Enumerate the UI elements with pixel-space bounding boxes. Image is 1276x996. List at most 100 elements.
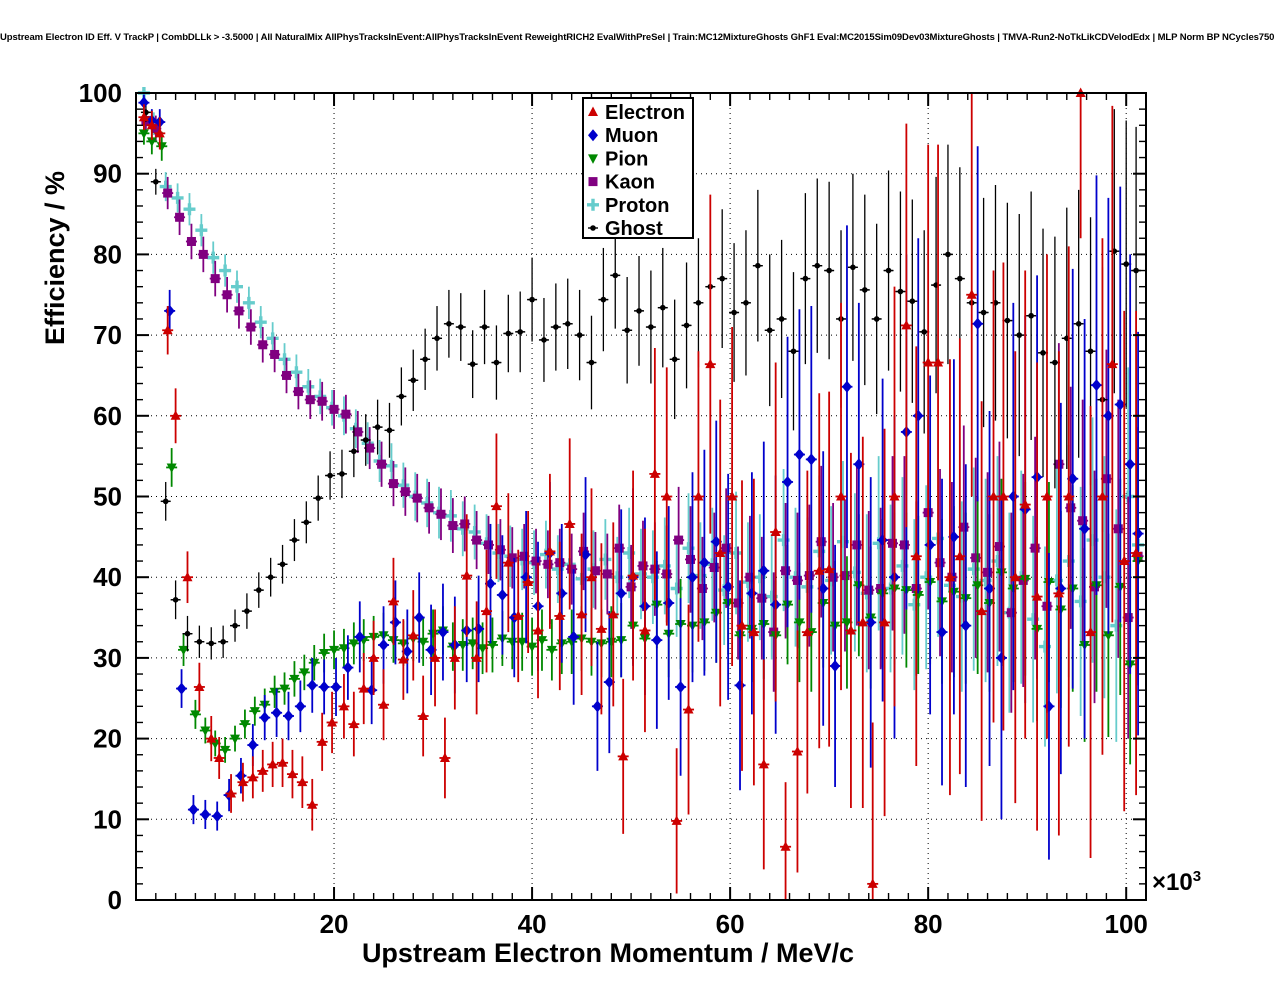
data-point-marker — [966, 289, 977, 299]
data-point-marker — [305, 395, 315, 405]
marker-square — [804, 571, 814, 581]
data-point-marker — [972, 317, 983, 330]
marker-triangle-down — [546, 645, 557, 656]
marker-triangle-up — [388, 595, 399, 606]
data-point-marker — [780, 841, 791, 851]
marker-square — [864, 585, 874, 595]
data-point-marker — [426, 643, 437, 656]
marker-triangle-up — [824, 563, 835, 574]
marker-triangle-up — [802, 626, 813, 637]
data-point-marker — [984, 582, 995, 595]
marker-square — [234, 306, 244, 316]
marker-triangle-up — [1053, 587, 1064, 598]
legend-entry-ghost[interactable]: Ghost — [588, 218, 663, 240]
marker-square — [495, 545, 505, 555]
data-point-marker — [693, 491, 704, 501]
marker-triangle-up — [1097, 491, 1108, 501]
data-point-marker — [988, 491, 999, 501]
data-point-marker — [830, 659, 841, 672]
marker-triangle-up — [1032, 591, 1043, 601]
data-point-marker — [295, 700, 306, 713]
data-point-marker — [614, 543, 624, 553]
data-point-marker — [491, 500, 502, 511]
marker-square — [567, 564, 577, 574]
marker-triangle-down — [279, 684, 290, 695]
data-point-marker — [933, 357, 944, 367]
data-point-marker — [138, 129, 149, 139]
marker-triangle-up — [277, 757, 288, 767]
legend-entry-proton[interactable]: Proton — [587, 195, 669, 217]
marker-cross-center — [222, 268, 228, 273]
data-point-marker — [841, 380, 852, 393]
marker-triangle-up — [418, 710, 429, 721]
data-point-marker — [574, 332, 585, 338]
marker-diamond — [806, 453, 817, 466]
marker-triangle-down — [166, 463, 177, 473]
marker-triangle-up — [705, 358, 716, 369]
data-point-marker — [639, 624, 650, 635]
marker-diamond — [164, 304, 175, 317]
legend-entry-electron[interactable]: Electron — [588, 102, 685, 124]
data-point-marker — [675, 680, 686, 693]
marker-triangle-up — [671, 815, 682, 825]
data-point-marker — [327, 716, 338, 727]
data-point-marker — [853, 458, 864, 471]
data-point-marker — [226, 787, 237, 798]
marker-triangle-up — [596, 623, 607, 633]
data-point-marker — [876, 583, 886, 593]
data-point-marker — [709, 563, 719, 573]
marker-diamond — [378, 638, 389, 651]
marker-triangle-up — [554, 610, 565, 620]
legend-entry-kaon[interactable]: Kaon — [588, 172, 656, 194]
data-point-marker — [390, 616, 401, 629]
marker-square — [1078, 516, 1088, 526]
marker-diamond — [319, 680, 330, 693]
data-point-marker — [200, 726, 211, 737]
marker-triangle-up — [998, 491, 1009, 501]
marker-diamond — [259, 711, 270, 724]
data-point-marker — [297, 776, 308, 787]
marker-diamond — [1125, 458, 1136, 471]
data-point-marker — [254, 316, 267, 329]
data-point-marker — [171, 191, 184, 204]
marker-square — [484, 540, 494, 550]
marker-square — [1101, 474, 1111, 484]
data-point-marker — [408, 629, 419, 640]
data-point-marker — [1010, 571, 1021, 582]
marker-triangle-up — [1119, 555, 1130, 566]
data-point-marker — [693, 300, 704, 306]
marker-triangle-up — [348, 718, 359, 729]
data-point-marker — [649, 468, 660, 478]
marker-triangle-up — [267, 758, 278, 769]
data-point-marker — [491, 359, 502, 366]
marker-triangle-up — [748, 626, 759, 637]
data-point-marker — [507, 553, 517, 563]
data-point-marker — [138, 111, 149, 122]
data-point-marker — [290, 366, 303, 379]
data-point-marker — [847, 264, 858, 271]
data-point-marker — [460, 519, 470, 529]
data-point-marker — [278, 353, 291, 366]
data-point-marker — [737, 620, 747, 630]
series-electron — [138, 87, 1142, 900]
y-axis-tick-label: 30 — [93, 643, 122, 673]
data-point-marker — [568, 630, 579, 643]
data-point-marker — [651, 634, 662, 647]
data-point-marker — [194, 638, 205, 645]
y-axis-tick-label: 20 — [93, 724, 122, 754]
y-axis-tick-label: 80 — [93, 239, 122, 269]
marker-square — [341, 409, 351, 419]
legend-entry-muon[interactable]: Muon — [588, 125, 658, 147]
marker-square — [353, 427, 363, 437]
legend-entry-pion[interactable]: Pion — [588, 148, 648, 170]
data-point-marker — [377, 459, 387, 469]
marker-diamond — [841, 380, 852, 393]
marker-diamond — [937, 626, 948, 639]
data-point-marker — [824, 563, 835, 574]
data-point-marker — [554, 610, 565, 620]
data-point-marker — [608, 608, 619, 619]
marker-square — [519, 551, 529, 561]
marker-diamond — [616, 587, 627, 600]
data-point-marker — [733, 598, 743, 608]
